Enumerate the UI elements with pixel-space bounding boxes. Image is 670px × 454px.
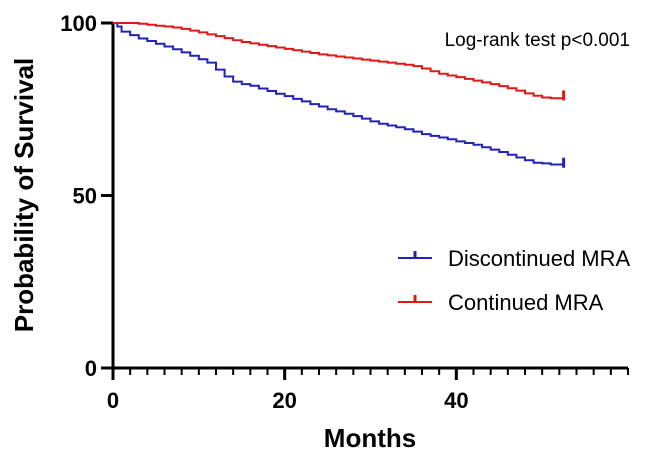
legend: Discontinued MRA Continued MRA [398, 246, 631, 315]
legend-label: Continued MRA [448, 290, 604, 315]
log-rank-annotation: Log-rank test p<0.001 [445, 30, 630, 51]
legend-item-continued-mra: Continued MRA [398, 290, 604, 315]
x-tick-label: 40 [444, 388, 468, 413]
x-axis-title: Months [324, 423, 416, 453]
y-tick-label: 50 [73, 184, 97, 209]
series-line-discontinued-mra [113, 22, 565, 166]
legend-item-discontinued-mra: Discontinued MRA [398, 246, 631, 271]
x-tick-label: 20 [272, 388, 296, 413]
series-group [113, 22, 566, 168]
y-tick-label: 0 [85, 356, 97, 381]
x-tick-label: 0 [107, 388, 119, 413]
legend-label: Discontinued MRA [448, 246, 631, 271]
y-tick-label: 100 [60, 11, 97, 36]
y-axis-title: Probability of Survival [9, 58, 39, 333]
axes: 0 20 40 0 50 100 [60, 11, 629, 413]
series-line-continued-mra [113, 22, 565, 100]
